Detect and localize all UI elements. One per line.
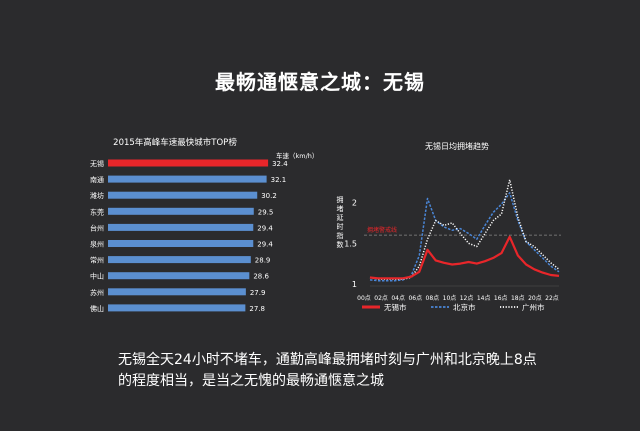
threshold-label: 拥堵警戒线: [367, 226, 397, 234]
speed-bar: [108, 256, 251, 264]
congestion-trend-line-chart: 无锡日均拥堵趋势 拥堵延时指数 1 1.5 2 拥堵警戒线 00点 02点 04点 06点 08点…: [330, 136, 570, 326]
bar-category-label: 常州: [90, 256, 104, 265]
y-tick-label: 2: [352, 199, 357, 208]
y-tick-label: 1.5: [344, 239, 357, 248]
x-tick-label: 22点: [545, 294, 559, 302]
x-tick-label: 18点: [511, 294, 525, 302]
y-axis-label-char: 时: [337, 222, 344, 231]
legend-label: 无锡市: [384, 302, 407, 312]
speed-bar: [108, 191, 258, 199]
x-tick-label: 00点: [357, 294, 371, 302]
speed-bar: [108, 272, 250, 280]
bar-category-label: 佛山: [90, 304, 104, 313]
speed-bar: [108, 223, 254, 231]
x-tick-label: 08点: [426, 294, 440, 302]
bar-value-label: 32.1: [271, 176, 287, 184]
y-axis-label-char: 延: [337, 213, 344, 222]
bar-value-label: 29.5: [258, 208, 274, 216]
speed-bar: [108, 159, 269, 167]
bar-value-label: 32.4: [272, 160, 288, 168]
y-tick-label: 1: [352, 280, 357, 289]
bar-category-label: 南通: [90, 175, 104, 184]
y-axis-label-char: 拥: [337, 195, 344, 204]
bar-category-label: 苏州: [90, 288, 104, 297]
x-tick-label: 10点: [443, 294, 457, 302]
speed-ranking-bar-svg: 2015年高峰车速最快城市TOP榜 车速（km/h） 无锡 32.4 南通 32.1 潍…: [90, 137, 318, 313]
x-tick-label: 06点: [408, 294, 422, 302]
x-tick-label: 12点: [460, 294, 474, 302]
legend-label: 广州市: [522, 302, 545, 312]
series-line-solid: [369, 235, 560, 280]
line-chart-title: 无锡日均拥堵趋势: [425, 141, 489, 151]
speed-bar: [108, 207, 254, 215]
x-tick-label: 04点: [391, 294, 405, 302]
bar-value-label: 29.4: [257, 224, 273, 232]
bar-value-label: 28.9: [255, 257, 271, 265]
bar-value-label: 28.6: [253, 273, 269, 281]
speed-ranking-bar-chart: 2015年高峰车速最快城市TOP榜 车速（km/h） 无锡 32.4 南通 32.1 潍…: [80, 136, 330, 326]
speed-bar: [108, 175, 267, 183]
page-title: 最畅通惬意之城：无锡: [215, 70, 425, 94]
x-tick-label: 14点: [477, 294, 491, 302]
bar-category-label: 潍坊: [90, 191, 104, 200]
speed-bar: [108, 240, 254, 247]
bar-category-label: 无锡: [90, 159, 104, 168]
caption-text: 无锡全天24小时不堵车，通勤高峰最拥堵时刻与广州和北京晚上8点的程度相当，是当之…: [118, 352, 537, 389]
x-tick-label: 20点: [528, 294, 542, 302]
bar-category-label: 台州: [90, 223, 104, 232]
series-line-dashed: [369, 192, 560, 282]
series-line-dotted: [369, 179, 560, 280]
x-tick-label: 16点: [494, 294, 508, 302]
y-axis-label-char: 数: [337, 240, 344, 249]
bar-chart-title: 2015年高峰车速最快城市TOP榜: [113, 137, 237, 148]
bar-category-label: 东莞: [90, 207, 104, 216]
y-axis-label-char: 指: [337, 231, 344, 240]
bar-category-label: 中山: [90, 272, 104, 281]
speed-bar: [108, 288, 246, 296]
bar-category-label: 泉州: [90, 240, 104, 249]
bar-value-label: 27.9: [250, 289, 266, 297]
speed-unit-header: 车速（km/h）: [276, 151, 318, 160]
speed-bar: [108, 304, 246, 312]
y-axis-label-char: 堵: [337, 204, 344, 213]
x-tick-label: 02点: [374, 294, 388, 302]
bar-value-label: 27.8: [249, 305, 265, 313]
bar-value-label: 29.4: [257, 241, 273, 249]
bar-value-label: 30.2: [261, 192, 277, 200]
legend-label: 北京市: [453, 302, 476, 312]
